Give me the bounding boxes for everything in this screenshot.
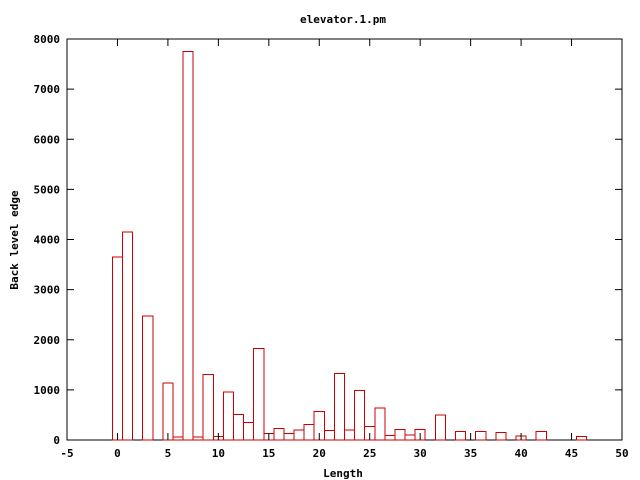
bar bbox=[344, 429, 356, 441]
y-tick-label: 8000 bbox=[34, 33, 61, 46]
bar bbox=[202, 373, 214, 441]
y-tick-label: 1000 bbox=[34, 384, 61, 397]
bar bbox=[495, 431, 507, 441]
bar bbox=[253, 347, 265, 441]
y-tick-label: 5000 bbox=[34, 183, 61, 196]
y-tick-label: 6000 bbox=[34, 133, 61, 146]
x-tick-label: 45 bbox=[565, 447, 578, 460]
x-tick-label: 25 bbox=[363, 447, 376, 460]
x-axis-label: Length bbox=[323, 467, 363, 480]
chart-title: elevator.1.pm bbox=[300, 13, 386, 26]
x-tick-label: 10 bbox=[212, 447, 225, 460]
bar bbox=[162, 382, 174, 441]
x-tick-label: -5 bbox=[60, 447, 73, 460]
bar bbox=[273, 427, 285, 441]
bar bbox=[172, 436, 184, 441]
bar bbox=[222, 391, 235, 441]
bar bbox=[293, 429, 305, 441]
x-axis-ticks: -5 0 5 10 15 20 25 30 35 40 45 50 bbox=[60, 39, 629, 460]
y-tick-label: 7000 bbox=[34, 83, 61, 96]
x-tick-label: 20 bbox=[313, 447, 326, 460]
bar bbox=[404, 434, 416, 441]
bar bbox=[192, 436, 204, 441]
x-tick-label: 0 bbox=[114, 447, 121, 460]
bars bbox=[111, 51, 588, 441]
y-axis-ticks: 0 1000 2000 3000 4000 5000 6000 7000 8000 bbox=[34, 33, 622, 447]
bar bbox=[122, 231, 134, 441]
x-tick-label: 35 bbox=[464, 447, 477, 460]
y-tick-label: 2000 bbox=[34, 334, 61, 347]
bar bbox=[455, 430, 467, 441]
x-tick-label: 40 bbox=[514, 447, 527, 460]
bar bbox=[475, 430, 487, 441]
bar bbox=[323, 429, 335, 441]
bar bbox=[576, 435, 588, 441]
bar bbox=[535, 430, 547, 441]
x-tick-label: 15 bbox=[262, 447, 275, 460]
bar bbox=[434, 414, 446, 441]
bar bbox=[283, 432, 295, 441]
y-axis-label: Back level edge bbox=[8, 190, 21, 290]
bar bbox=[374, 407, 386, 441]
y-tick-label: 4000 bbox=[34, 234, 61, 247]
x-tick-label: 5 bbox=[165, 447, 172, 460]
y-tick-label: 3000 bbox=[34, 284, 61, 297]
bar bbox=[142, 315, 154, 441]
bar bbox=[303, 423, 315, 441]
x-tick-label: 30 bbox=[414, 447, 427, 460]
x-tick-label: 50 bbox=[615, 447, 628, 460]
y-tick-label: 0 bbox=[53, 434, 60, 447]
bar bbox=[394, 428, 406, 441]
bar bbox=[384, 434, 396, 441]
bar bbox=[233, 413, 245, 441]
bar bbox=[333, 372, 346, 441]
bar bbox=[182, 51, 194, 441]
bar bbox=[354, 389, 366, 441]
bar bbox=[243, 421, 255, 441]
bar bbox=[111, 256, 124, 441]
